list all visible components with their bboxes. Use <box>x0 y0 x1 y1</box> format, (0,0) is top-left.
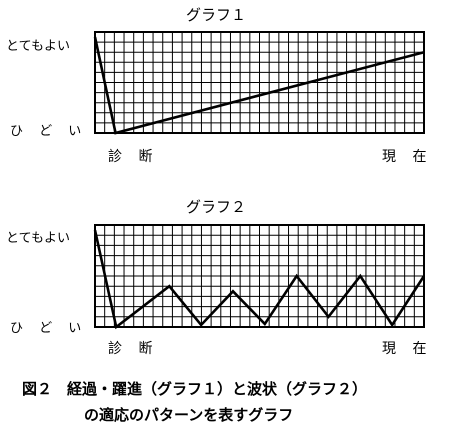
chart-1 <box>93 31 425 135</box>
chart-1-frame <box>94 31 425 134</box>
chart-2-title: グラフ２ <box>186 198 247 216</box>
chart-2-grid <box>95 225 424 327</box>
figure-caption-line-2: の適応のパターンを表すグラフ <box>84 406 294 424</box>
chart-1-x-end-label: 現 在 <box>382 149 433 165</box>
chart-2 <box>93 224 426 330</box>
chart-1-grid <box>95 32 424 133</box>
chart-2-series-line <box>93 229 426 330</box>
chart-1-series-line <box>93 36 425 135</box>
chart-1-y-top-label: とてもよい <box>6 39 70 54</box>
chart-1-x-start-label: 診 断 <box>108 149 159 165</box>
figure-caption-line-1: 図２ 経過・躍進（グラフ１）と波状（グラフ２） <box>22 380 368 398</box>
chart-1-title: グラフ１ <box>186 6 247 24</box>
chart-2-y-bottom-label: ひ ど い <box>10 321 88 336</box>
chart-2-x-end-label: 現 在 <box>382 341 433 357</box>
chart-1-y-bottom-label: ひ ど い <box>10 124 88 139</box>
chart-2-y-top-label: とてもよい <box>6 231 70 246</box>
chart-2-x-start-label: 診 断 <box>108 341 159 357</box>
